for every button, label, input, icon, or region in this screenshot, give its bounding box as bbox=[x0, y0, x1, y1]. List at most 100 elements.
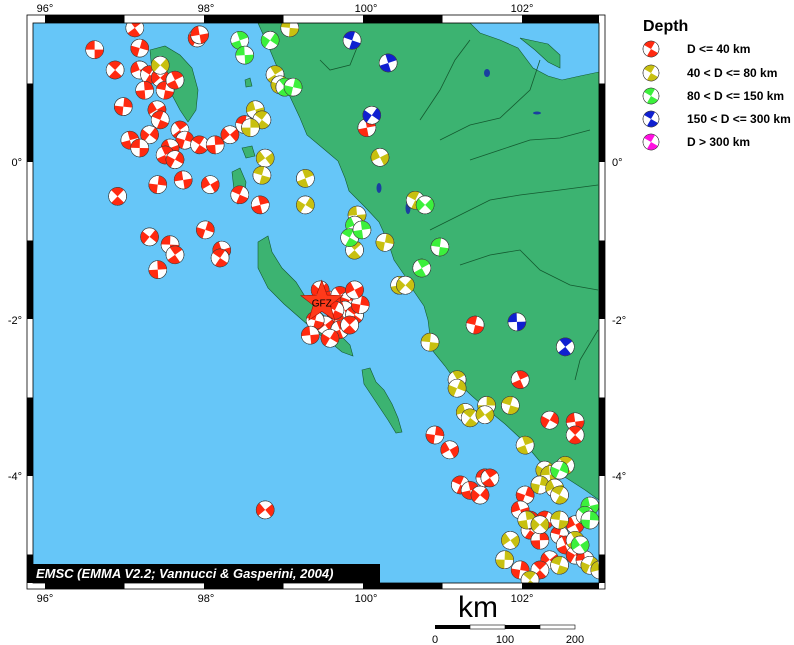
legend-beachball-icon bbox=[642, 87, 660, 105]
beachball-icon bbox=[515, 435, 535, 455]
beachball-icon bbox=[140, 125, 159, 144]
beachball-icon bbox=[465, 315, 485, 335]
lon-ticks-top: 96° 98° 100° 102° bbox=[37, 3, 534, 15]
frame-segment bbox=[45, 583, 125, 589]
frame-segment bbox=[599, 240, 605, 319]
beachball-icon bbox=[210, 248, 230, 268]
beachball-icon bbox=[205, 135, 225, 155]
beachball-icon bbox=[550, 510, 569, 530]
beachball-icon bbox=[530, 475, 550, 495]
lake bbox=[533, 111, 541, 115]
scale-segment bbox=[469, 624, 506, 630]
siberut-island bbox=[361, 367, 403, 434]
legend-label: D <= 40 km bbox=[687, 42, 750, 56]
beachball-icon bbox=[420, 332, 440, 352]
beachball-icon bbox=[165, 150, 185, 169]
legend-symbols bbox=[642, 40, 660, 151]
beachball-icon bbox=[495, 550, 514, 570]
malacca-strait-sea bbox=[469, 23, 599, 81]
estuary-island bbox=[519, 37, 561, 69]
beachball-icon bbox=[196, 220, 215, 240]
beachball-icon bbox=[165, 70, 185, 90]
lat-ticks-left: 0° -2° -4° bbox=[8, 157, 22, 483]
beachball-icon bbox=[114, 97, 133, 116]
beachball-icon bbox=[241, 118, 260, 137]
legend-title: Depth bbox=[643, 18, 688, 35]
beachball-icon bbox=[345, 280, 364, 300]
legend-label: 40 < D <= 80 km bbox=[687, 66, 777, 80]
beachball-icon bbox=[260, 31, 280, 50]
beachball-icon bbox=[85, 40, 104, 59]
beachball-icon bbox=[370, 148, 390, 167]
frame-segment bbox=[522, 15, 599, 23]
beachball-icon bbox=[220, 125, 240, 144]
scale-unit: km bbox=[458, 591, 498, 624]
beachball-icon bbox=[105, 60, 125, 80]
beachball-icon bbox=[252, 166, 272, 185]
lake bbox=[376, 183, 382, 193]
beachball-icon bbox=[150, 56, 170, 75]
beachball-icon bbox=[470, 485, 490, 505]
beachball-icon bbox=[351, 295, 370, 314]
beachball-icon bbox=[507, 312, 527, 332]
river bbox=[469, 129, 591, 161]
scale-label: 0 bbox=[432, 634, 438, 645]
beachball-icon bbox=[301, 325, 320, 345]
tick-label: 0° bbox=[11, 157, 22, 169]
frame-segment bbox=[363, 15, 443, 23]
scale-label: 100 bbox=[496, 634, 514, 645]
scale-segment bbox=[435, 625, 470, 629]
tick-label: -2° bbox=[8, 315, 22, 327]
scale-segment bbox=[539, 624, 576, 630]
beachball-icon bbox=[375, 233, 395, 252]
legend-beachball-icon bbox=[642, 64, 660, 82]
legend-beachball-icon bbox=[642, 110, 660, 128]
lakes bbox=[376, 69, 541, 214]
beachball-icon bbox=[460, 408, 480, 428]
river bbox=[459, 249, 599, 291]
beachball-icon bbox=[362, 105, 382, 125]
tick-label: 102° bbox=[511, 593, 534, 605]
beachball-icon bbox=[415, 195, 435, 215]
tick-label: 102° bbox=[511, 3, 534, 15]
beachball-icon bbox=[565, 425, 585, 445]
tick-label: -4° bbox=[612, 471, 626, 483]
tick-label: 98° bbox=[198, 3, 215, 15]
gfz-marker[interactable]: GFZ bbox=[299, 279, 344, 321]
small-island bbox=[241, 145, 256, 159]
frame-segment bbox=[204, 583, 284, 589]
beachball-icon bbox=[190, 135, 209, 155]
beachball-icon bbox=[580, 510, 599, 530]
legend-label: D > 300 km bbox=[687, 135, 750, 149]
beachball-icon bbox=[550, 556, 569, 575]
beachball-icon bbox=[556, 337, 575, 357]
frame-segment bbox=[45, 15, 125, 23]
beachball-icon bbox=[480, 468, 500, 488]
credit-text: EMSC (EMMA V2.2; Vannucci & Gasperini, 2… bbox=[36, 566, 333, 581]
beachball-icon bbox=[283, 77, 303, 97]
frame-segment bbox=[363, 583, 443, 589]
beachball-icon bbox=[342, 31, 362, 50]
beachball-icon bbox=[447, 378, 467, 398]
legend-label: 150 < D <= 300 km bbox=[687, 112, 791, 126]
beachball-icon bbox=[296, 195, 315, 215]
beachball-icon bbox=[412, 258, 432, 278]
frame-segment bbox=[599, 83, 605, 162]
beachball-icon bbox=[396, 275, 415, 295]
lake bbox=[484, 69, 490, 77]
beachball-icon bbox=[296, 169, 315, 188]
frame-segment bbox=[599, 554, 605, 583]
beachball-icon bbox=[230, 31, 250, 50]
legend-beachball-icon bbox=[642, 133, 660, 151]
lat-ticks-right: 0° -2° -4° bbox=[612, 157, 626, 483]
beachball-icon bbox=[590, 560, 599, 580]
star-icon[interactable] bbox=[299, 279, 344, 321]
frame-segment bbox=[599, 397, 605, 476]
beachball-icon bbox=[540, 410, 559, 430]
scale-label: 200 bbox=[566, 634, 584, 645]
frame-segment bbox=[204, 15, 284, 23]
tick-label: 100° bbox=[355, 3, 378, 15]
beachball-icon bbox=[148, 260, 168, 279]
credit-box bbox=[33, 564, 380, 583]
gfz-label: GFZ bbox=[312, 298, 332, 309]
